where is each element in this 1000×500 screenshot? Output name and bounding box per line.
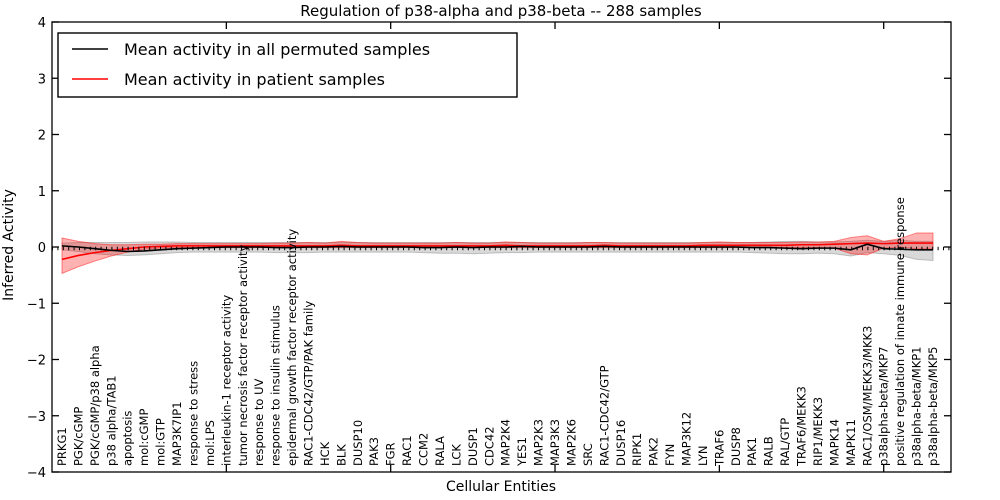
y-tick-label: −3 [27, 410, 46, 425]
x-category-label: p38 alpha/TAB1 [104, 375, 118, 466]
y-tick-label: 2 [38, 129, 46, 144]
x-category-label: TRAF6/MEKK3 [795, 386, 809, 467]
x-category-label: epidermal growth factor receptor activit… [285, 229, 299, 466]
x-category-label: SRC [581, 443, 595, 466]
legend: Mean activity in all permuted samples Me… [57, 32, 518, 98]
x-category-label: mol:GTP [154, 418, 168, 466]
x-category-label: CCM2 [417, 433, 431, 466]
x-category-label: FYN [663, 444, 677, 466]
x-category-label: BLK [334, 444, 348, 466]
x-category-label: apoptosis [121, 411, 135, 466]
x-category-label: PRKG1 [55, 427, 69, 466]
x-category-label: p38alpha-beta/MKP1 [910, 347, 924, 466]
x-category-label: DUSP8 [729, 427, 743, 466]
y-tick-label: 3 [38, 72, 46, 87]
x-category-label: RAC1-CDC42/GTP [597, 365, 611, 466]
x-category-label: YES1 [515, 437, 529, 467]
x-category-label: MAP2K6 [564, 419, 578, 466]
x-category-label: CDC42 [482, 426, 496, 466]
x-category-label: response to insulin stimulus [269, 305, 283, 466]
x-category-label: mol:cGMP [137, 409, 151, 466]
legend-box [57, 32, 518, 98]
x-category-label: RIPK1 [630, 433, 644, 466]
x-category-label: MAP2K3 [532, 419, 546, 466]
x-category-label: LCK [449, 444, 463, 466]
x-category-label: MAP2K4 [499, 419, 513, 466]
y-tick-label: 0 [38, 241, 46, 256]
x-category-label: response to stress [186, 361, 200, 466]
x-category-label: RAL/GTP [778, 418, 792, 466]
y-tick-label: −2 [27, 354, 46, 369]
chart-title: Regulation of p38-alpha and p38-beta -- … [300, 2, 702, 20]
plot-area: 4 3 2 1 0 −1 −2 −3 −4 PRKG1 PGK/cGMP PGK/cGMP/p38 a… [27, 16, 951, 481]
legend-label-permuted: Mean activity in all permuted samples [124, 40, 430, 59]
x-category-label: PGK/cGMP [71, 407, 85, 466]
plot-frame [51, 21, 952, 473]
y-tick-label: 4 [38, 16, 46, 31]
x-category-label: PGK/cGMP/p38 alpha [88, 345, 102, 466]
patient-mean-line [61, 242, 933, 261]
x-category-label: PAK3 [367, 437, 381, 466]
x-axis-label: Cellular Entities [446, 479, 556, 495]
x-category-label: RAC1 [400, 435, 414, 466]
x-category-label: DUSP1 [466, 427, 480, 466]
x-category-label: tumor necrosis factor receptor activity [236, 244, 250, 466]
x-category-label: mol:LPS [203, 420, 217, 466]
y-axis-label: Inferred Activity [1, 189, 17, 301]
x-category-label: DUSP16 [614, 420, 628, 466]
x-category-label: p38alpha-beta/MKP5 [926, 347, 940, 466]
y-tick-label: −4 [27, 466, 46, 481]
x-category-label: TRAF6 [712, 430, 726, 467]
y-tick-label: 1 [38, 185, 46, 200]
x-category-label: MAP3K12 [679, 412, 693, 466]
x-category-label: MAP3K3 [548, 419, 562, 466]
x-category-label: MAP3K7IP1 [170, 401, 184, 466]
x-category-label: positive regulation of innate immune res… [893, 197, 907, 466]
x-category-label: PAK1 [745, 437, 759, 466]
x-category-label: RALA [433, 436, 447, 466]
x-category-label: DUSP10 [351, 420, 365, 466]
permuted-mean-line [61, 243, 933, 253]
x-category-label: HCK [318, 441, 332, 466]
legend-label-patient: Mean activity in patient samples [124, 70, 385, 89]
x-category-label: RAC1/OSM/MEKK3/MKK3 [860, 326, 874, 466]
x-category-label: RIP1/MEKK3 [811, 397, 825, 466]
x-category-label: MAPK14 [827, 419, 841, 466]
x-category-label: p38alpha-beta/MKP7 [877, 347, 891, 466]
x-category-label: interleukin-1 receptor activity [219, 295, 233, 466]
x-category-label: RALB [762, 436, 776, 466]
x-category-label: response to UV [252, 378, 266, 466]
y-tick-label: −1 [27, 297, 46, 312]
x-category-label: PAK2 [647, 437, 661, 466]
x-category-label: MAPK11 [844, 419, 858, 466]
x-category-label: RAC1-CDC42/GTP/PAK family [302, 301, 316, 466]
x-category-label: LYN [696, 445, 710, 466]
x-category-label: FGR [384, 442, 398, 466]
